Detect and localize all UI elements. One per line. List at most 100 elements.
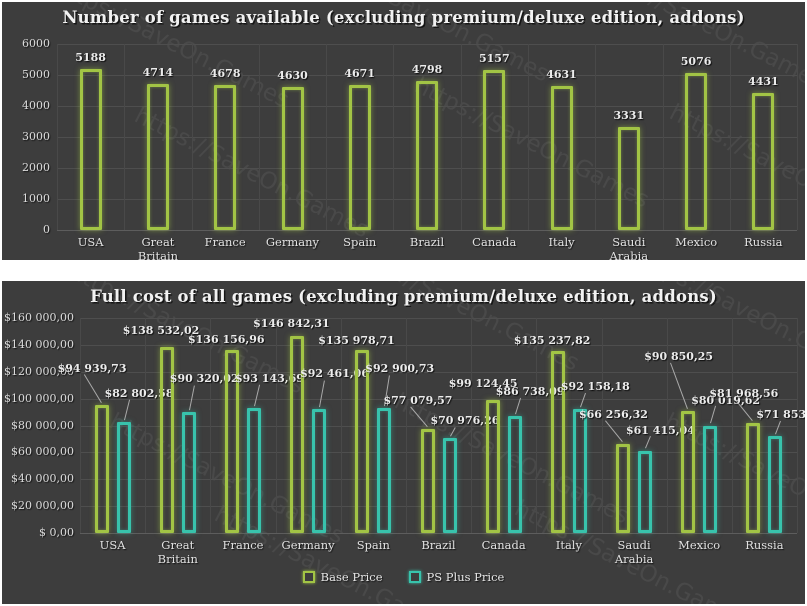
x-axis-category-label: Great Britain (157, 538, 198, 566)
bar-value-label: 4631 (546, 68, 577, 82)
full-cost-chart-title: Full cost of all games (excluding premiu… (90, 287, 717, 306)
ps-plus-price-bar (181, 411, 196, 533)
y-gridline (57, 75, 797, 76)
label-leader-line (253, 384, 260, 407)
y-axis-tick-label: $120 000,00 (4, 364, 74, 378)
label-leader-line (605, 420, 623, 442)
base-price-bar (550, 351, 565, 533)
y-gridline (57, 44, 797, 45)
column-gridline (731, 318, 733, 533)
ps-plus-value-label: $71 853,19 (756, 408, 805, 422)
column-gridline (662, 44, 664, 230)
x-axis-category-label: Spain (343, 235, 377, 249)
y-axis-tick-label: $ 0,00 (39, 526, 74, 539)
column-gridline (326, 44, 328, 230)
legend-item-base-price: Base Price (302, 570, 383, 584)
ps-plus-value-label: $93 143,69 (235, 371, 304, 385)
x-axis-category-label: Spain (356, 538, 390, 552)
ps-plus-value-label: $92 461,06 (300, 366, 369, 380)
x-axis-category-label: Mexico (675, 235, 718, 249)
label-leader-line (514, 398, 521, 415)
watermark-text: https://SaveOn.Games (410, 72, 654, 214)
base-price-value-label: $77 079,57 (383, 394, 453, 408)
games-count-bar (348, 85, 371, 230)
bar-value-label: 4431 (748, 74, 779, 88)
base-price-swatch-icon (302, 571, 315, 583)
x-axis-category-label: Canada (472, 235, 517, 249)
legend: Base Price PS Plus Price (2, 570, 805, 584)
x-axis-category-label: USA (77, 235, 104, 249)
y-axis-tick-label: 3000 (22, 130, 50, 143)
ps-plus-price-bar (377, 408, 392, 533)
y-gridline (57, 199, 797, 200)
base-price-value-label: $99 124,45 (448, 376, 518, 390)
column-gridline (57, 44, 58, 230)
ps-plus-value-label: $61 415,04 (626, 423, 695, 437)
label-leader-line (409, 406, 428, 428)
bar-value-label: 5188 (75, 51, 106, 65)
ps-plus-price-bar (116, 421, 131, 533)
bar-value-label: 4671 (344, 67, 375, 81)
column-gridline (527, 44, 529, 230)
x-axis-category-label: Great Britain (137, 235, 179, 260)
bar-value-label: 4678 (209, 67, 241, 80)
y-gridline (57, 168, 797, 169)
column-gridline (797, 44, 798, 230)
column-gridline (536, 318, 538, 533)
x-axis-category-label: Germany (265, 235, 320, 249)
label-leader-line (319, 379, 326, 407)
x-axis-category-label: Italy (548, 235, 575, 249)
x-axis-category-label: Russia (744, 235, 783, 249)
base-price-bar (681, 410, 696, 533)
column-gridline (210, 318, 212, 533)
label-leader-line (775, 421, 782, 435)
column-gridline (601, 318, 603, 533)
games-count-bar (550, 86, 573, 230)
ps-plus-value-label: $86 738,09 (495, 385, 565, 399)
bar-value-label: 4630 (277, 68, 308, 82)
ps-plus-value-label: $70 976,26 (430, 413, 500, 427)
base-price-bar (225, 350, 239, 533)
x-axis-category-label: France (222, 538, 264, 552)
column-gridline (275, 318, 277, 533)
column-gridline (797, 318, 798, 533)
legend-label: Base Price (320, 570, 383, 584)
y-axis-tick-label: 5000 (22, 68, 50, 81)
ps-plus-value-label: $90 320,02 (169, 371, 239, 385)
label-leader-line (645, 436, 651, 449)
ps-plus-value-label: $82 802,58 (104, 386, 174, 400)
label-leader-line (123, 399, 130, 420)
ps-plus-price-bar (312, 408, 327, 533)
y-gridline (57, 137, 797, 138)
column-gridline (595, 44, 597, 230)
y-axis-tick-label: $100 000,00 (4, 391, 74, 405)
column-gridline (258, 44, 260, 230)
y-axis-tick-label: 6000 (22, 37, 50, 50)
games-count-bar (146, 83, 169, 230)
label-leader-line (670, 362, 689, 409)
x-axis-category-label: Brazil (421, 538, 456, 552)
ps-plus-value-label: $92 900,73 (365, 362, 435, 376)
base-price-bar (290, 335, 305, 533)
label-leader-line (188, 384, 195, 410)
base-price-value-label: $138 532,02 (122, 323, 200, 337)
base-price-value-label: $66 256,32 (579, 408, 648, 421)
base-price-bar (355, 350, 370, 533)
ps-plus-value-label: $92 158,18 (560, 380, 630, 394)
column-gridline (80, 318, 81, 533)
x-axis-category-label: USA (99, 538, 126, 552)
base-price-value-label: $136 156,96 (188, 333, 265, 346)
base-price-value-label: $135 237,82 (513, 334, 591, 348)
label-leader-line (710, 406, 717, 424)
ps-plus-price-bar (768, 436, 783, 533)
y-axis-tick-label: 2000 (22, 161, 50, 174)
x-axis-category-label: Brazil (409, 235, 445, 249)
games-count-bar (416, 81, 438, 230)
ps-plus-price-bar (507, 416, 522, 533)
column-gridline (145, 318, 147, 533)
x-axis-category-label: Canada (481, 538, 526, 552)
x-axis-category-label: Italy (555, 538, 582, 552)
column-gridline (460, 44, 462, 230)
column-gridline (471, 318, 473, 533)
y-gridline (80, 425, 797, 427)
